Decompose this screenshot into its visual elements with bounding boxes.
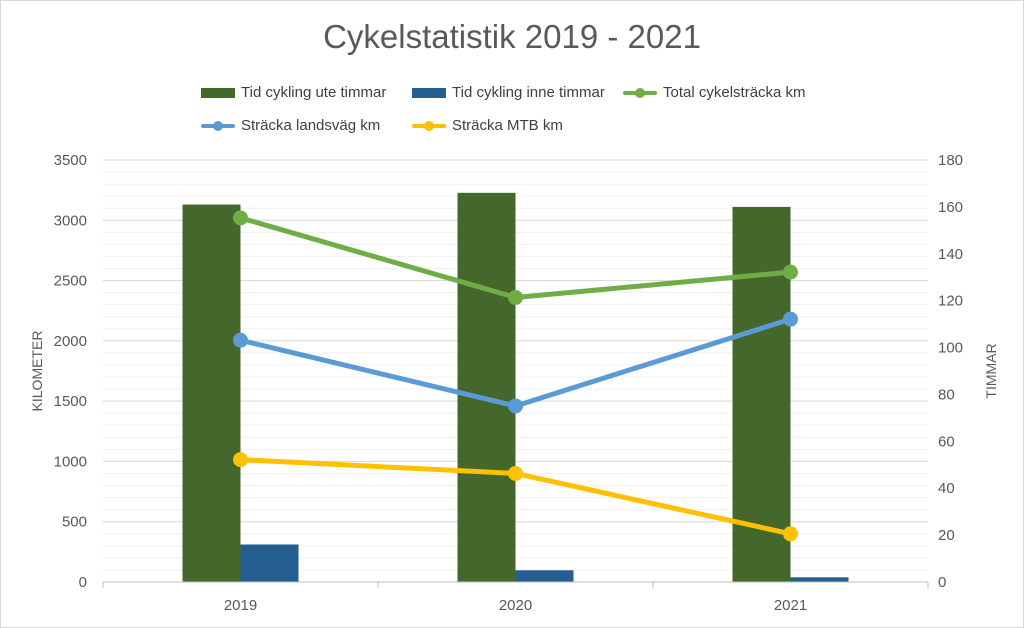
legend-swatch-mtb — [412, 120, 446, 131]
legend-item-landsvag: Sträcka landsväg km — [201, 117, 380, 134]
legend-swatch-landsvag — [201, 120, 235, 131]
legend-label-total: Total cykelsträcka km — [663, 84, 806, 101]
line-point-2-2021 — [783, 526, 798, 542]
x-tick-label-2021: 2021 — [774, 597, 807, 614]
bar-layer — [182, 192, 849, 583]
bar-0-2021 — [732, 206, 791, 582]
bar-1-2019 — [240, 544, 299, 582]
y-left-tick-label: 3500 — [54, 152, 87, 169]
chart-title: Cykelstatistik 2019 - 2021 — [323, 18, 701, 55]
y-left-tick-label: 500 — [62, 514, 87, 531]
y-axis-right-label: TIMMAR — [983, 343, 999, 398]
bar-1-2021 — [790, 577, 849, 582]
y-left-tick-label: 2000 — [54, 333, 87, 350]
line-point-1-2020 — [508, 398, 523, 414]
y-left-tick-label: 3000 — [54, 212, 87, 229]
legend-swatch-tid-ute — [201, 87, 235, 98]
axis-layer: 0 500 1000 1500 2000 2500 3000 3500 0 20 40 60 80 100… — [54, 152, 963, 614]
bar-0-2019 — [182, 204, 241, 583]
line-point-1-2019 — [233, 332, 248, 348]
y-left-tick-label: 1500 — [54, 393, 87, 410]
line-point-0-2020 — [508, 289, 523, 305]
bar-1-2020 — [515, 570, 574, 582]
line-point-1-2021 — [783, 311, 798, 327]
line-point-0-2021 — [783, 264, 798, 280]
y-right-tick-label: 100 — [938, 340, 963, 357]
legend-label-landsvag: Sträcka landsväg km — [241, 117, 381, 134]
y-right-tick-label: 160 — [938, 199, 963, 216]
legend-label-tid-inne: Tid cykling inne timmar — [452, 84, 605, 101]
legend-swatch-total — [623, 87, 657, 98]
legend-swatch-tid-inne — [412, 87, 446, 98]
legend-item-mtb: Sträcka MTB km — [412, 117, 563, 134]
y-right-tick-label: 60 — [938, 433, 955, 450]
line-layer — [233, 210, 798, 542]
line-point-2-2020 — [508, 465, 523, 481]
bar-0-2020 — [457, 192, 516, 583]
legend-label-mtb: Sträcka MTB km — [452, 117, 563, 134]
legend-item-tid-inne: Tid cykling inne timmar — [412, 84, 605, 101]
y-right-tick-label: 140 — [938, 246, 963, 263]
legend-item-tid-ute: Tid cykling ute timmar — [201, 84, 386, 101]
y-right-tick-label: 180 — [938, 152, 963, 169]
legend-item-total: Total cykelsträcka km — [623, 84, 806, 101]
y-right-tick-label: 80 — [938, 386, 955, 403]
x-tick-label-2019: 2019 — [224, 597, 257, 614]
y-right-tick-label: 120 — [938, 293, 963, 310]
y-left-tick-label: 1000 — [54, 453, 87, 470]
y-left-tick-label: 2500 — [54, 273, 87, 290]
y-left-tick-label: 0 — [79, 574, 87, 591]
y-right-tick-label: 0 — [938, 574, 946, 591]
legend-label-tid-ute: Tid cykling ute timmar — [241, 84, 387, 101]
line-point-0-2019 — [233, 210, 248, 226]
y-axis-left-label: KILOMETER — [29, 331, 45, 412]
x-tick-label-2020: 2020 — [499, 597, 532, 614]
y-right-tick-label: 20 — [938, 527, 955, 544]
y-right-tick-label: 40 — [938, 480, 955, 497]
line-point-2-2019 — [233, 452, 248, 468]
